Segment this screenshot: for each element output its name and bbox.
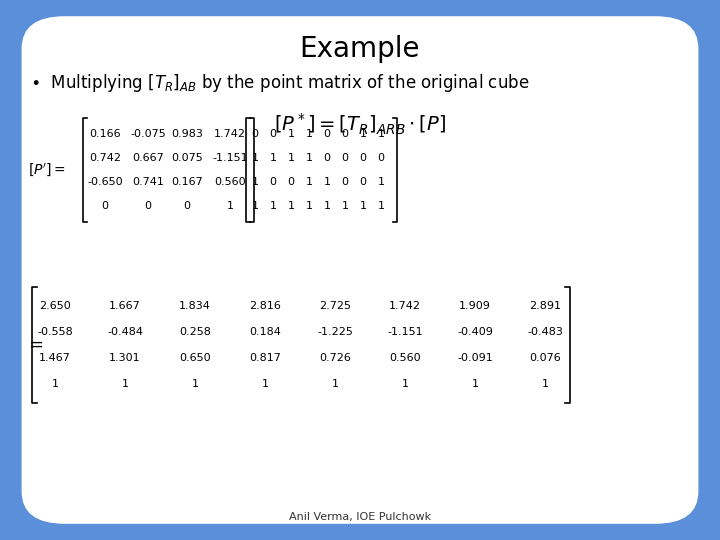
Text: -0.650: -0.650	[87, 177, 123, 187]
Text: 0.560: 0.560	[214, 177, 246, 187]
Text: 2.816: 2.816	[249, 301, 281, 311]
Text: $\left[P^*\right]=\left[T_R\right]_{ARB}\cdot\left[P\right]$: $\left[P^*\right]=\left[T_R\right]_{ARB}…	[274, 112, 446, 137]
Text: -1.151: -1.151	[387, 327, 423, 337]
Text: -0.409: -0.409	[457, 327, 493, 337]
Text: 0.076: 0.076	[529, 353, 561, 363]
Text: 0.742: 0.742	[89, 153, 121, 163]
Text: 1: 1	[323, 177, 330, 187]
Text: 0: 0	[341, 129, 348, 139]
Text: 1: 1	[359, 201, 366, 211]
Text: 1: 1	[251, 153, 258, 163]
Text: 2.650: 2.650	[39, 301, 71, 311]
Text: 1: 1	[269, 153, 276, 163]
Text: 1: 1	[377, 129, 384, 139]
Text: 1: 1	[251, 201, 258, 211]
Text: 0: 0	[359, 177, 366, 187]
Text: 1: 1	[287, 129, 294, 139]
Text: 1: 1	[331, 379, 338, 389]
Text: 1: 1	[192, 379, 199, 389]
Text: 0: 0	[287, 177, 294, 187]
Text: 1: 1	[341, 201, 348, 211]
Text: 1.909: 1.909	[459, 301, 491, 311]
Text: 0: 0	[341, 177, 348, 187]
Text: 1.301: 1.301	[109, 353, 141, 363]
Text: -0.558: -0.558	[37, 327, 73, 337]
Text: 0: 0	[102, 201, 109, 211]
Text: 0: 0	[184, 201, 191, 211]
Text: 1.467: 1.467	[39, 353, 71, 363]
Text: 1: 1	[472, 379, 479, 389]
Text: 0.258: 0.258	[179, 327, 211, 337]
Text: -0.091: -0.091	[457, 353, 493, 363]
Text: Example: Example	[300, 35, 420, 63]
Text: -1.151: -1.151	[212, 153, 248, 163]
Text: 1: 1	[377, 177, 384, 187]
Text: 1: 1	[287, 153, 294, 163]
Text: 1: 1	[305, 201, 312, 211]
Text: 0.667: 0.667	[132, 153, 164, 163]
Text: 1: 1	[402, 379, 408, 389]
Text: 1.834: 1.834	[179, 301, 211, 311]
Text: =: =	[28, 336, 43, 354]
Text: 0.726: 0.726	[319, 353, 351, 363]
Text: -0.484: -0.484	[107, 327, 143, 337]
Text: 1: 1	[251, 177, 258, 187]
Text: 0.166: 0.166	[89, 129, 121, 139]
Text: 0: 0	[269, 129, 276, 139]
Text: 1: 1	[541, 379, 549, 389]
Text: 1: 1	[305, 129, 312, 139]
Text: 1.742: 1.742	[389, 301, 421, 311]
Text: 0: 0	[377, 153, 384, 163]
Text: 0.741: 0.741	[132, 177, 164, 187]
Text: 1: 1	[305, 177, 312, 187]
Text: 0.817: 0.817	[249, 353, 281, 363]
Text: 0.560: 0.560	[390, 353, 420, 363]
Text: 1: 1	[287, 201, 294, 211]
Text: 1: 1	[305, 153, 312, 163]
Text: 1.742: 1.742	[214, 129, 246, 139]
Text: 0: 0	[323, 153, 330, 163]
Text: 0.167: 0.167	[171, 177, 203, 187]
Text: 0.184: 0.184	[249, 327, 281, 337]
Text: Anil Verma, IOE Pulchowk: Anil Verma, IOE Pulchowk	[289, 512, 431, 522]
Text: -0.483: -0.483	[527, 327, 563, 337]
Text: 0: 0	[251, 129, 258, 139]
Text: 0: 0	[145, 201, 151, 211]
Text: 0: 0	[359, 153, 366, 163]
Text: 1: 1	[323, 201, 330, 211]
Text: -0.075: -0.075	[130, 129, 166, 139]
Text: 0: 0	[269, 177, 276, 187]
Text: 0.075: 0.075	[171, 153, 203, 163]
Text: 1: 1	[227, 201, 233, 211]
Text: 1: 1	[122, 379, 128, 389]
Text: 2.725: 2.725	[319, 301, 351, 311]
Text: 1: 1	[261, 379, 269, 389]
Text: -1.225: -1.225	[317, 327, 353, 337]
Text: 1.667: 1.667	[109, 301, 141, 311]
Text: 1: 1	[359, 129, 366, 139]
Text: 2.891: 2.891	[529, 301, 561, 311]
Text: 0: 0	[341, 153, 348, 163]
Text: $[P^{\prime}]=$: $[P^{\prime}]=$	[28, 162, 66, 178]
Text: 0.983: 0.983	[171, 129, 203, 139]
Text: 1: 1	[269, 201, 276, 211]
Text: 0: 0	[323, 129, 330, 139]
Text: 0.650: 0.650	[179, 353, 211, 363]
Text: 1: 1	[52, 379, 58, 389]
Text: 1: 1	[377, 201, 384, 211]
Text: $\bullet$  Multiplying $[T_R]_{AB}$ by the point matrix of the original cube: $\bullet$ Multiplying $[T_R]_{AB}$ by th…	[30, 72, 529, 94]
